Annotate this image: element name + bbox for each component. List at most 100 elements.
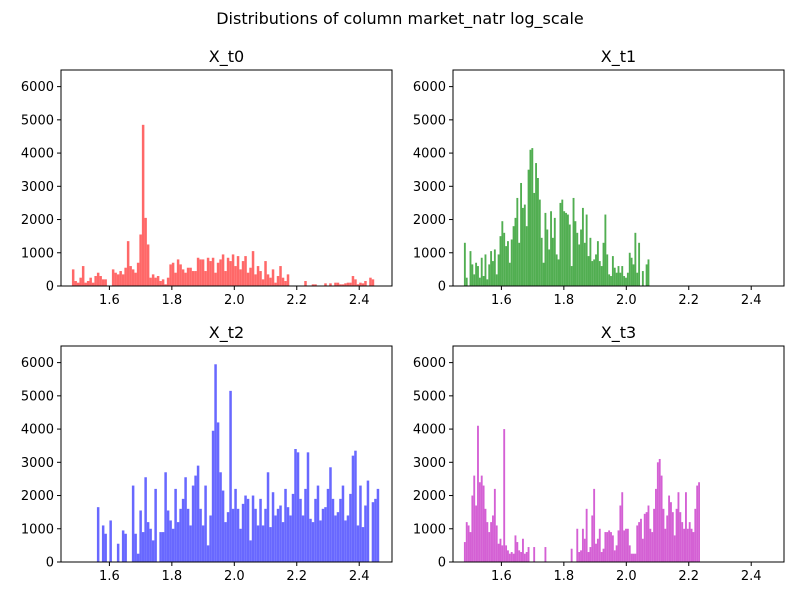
- y-tick-label: 3000: [413, 180, 446, 195]
- histogram-bar: [351, 455, 355, 562]
- histogram-bar: [580, 229, 582, 286]
- histogram-bar: [349, 282, 352, 286]
- histogram-bar: [522, 538, 524, 562]
- y-tick-label: 5000: [21, 113, 54, 128]
- histogram-bar: [289, 515, 292, 562]
- histogram-bar: [493, 488, 496, 562]
- histogram-bar: [499, 538, 502, 562]
- histogram-bar: [356, 284, 360, 286]
- histogram-bar: [540, 237, 543, 286]
- histogram-bar: [304, 488, 307, 562]
- histogram-bar: [129, 266, 132, 286]
- histogram-bar: [600, 266, 603, 286]
- histogram-bar: [174, 272, 177, 286]
- x-tick-label: 2.4: [349, 569, 370, 584]
- histogram-bar: [276, 276, 280, 286]
- histogram-bar: [326, 488, 330, 562]
- histogram-bar: [525, 226, 528, 286]
- histogram-bar: [364, 281, 367, 286]
- histogram-bar: [583, 538, 586, 562]
- histogram-bar: [239, 269, 242, 286]
- histogram-bar: [114, 272, 117, 286]
- histogram-bar: [529, 149, 532, 286]
- histogram-bar: [589, 237, 592, 286]
- histogram-bar: [214, 364, 217, 562]
- histogram-bar: [131, 485, 135, 562]
- histogram-bar: [553, 217, 556, 286]
- histogram-bar: [514, 217, 517, 286]
- axes-frame: [452, 69, 785, 287]
- histogram-bar: [76, 282, 80, 286]
- histogram-bar: [520, 552, 523, 562]
- histogram-bar: [488, 264, 491, 286]
- histogram-bar: [471, 495, 474, 562]
- y-tick-label: 1000: [21, 246, 54, 261]
- histogram-bar: [221, 254, 225, 286]
- histogram-bar: [329, 467, 332, 562]
- histogram-bar: [236, 508, 240, 562]
- histogram-bar: [625, 528, 627, 562]
- histogram-bar: [585, 214, 588, 286]
- histogram-bar: [189, 525, 192, 562]
- x-tick-label: 2.4: [349, 293, 370, 308]
- histogram-bar: [492, 261, 494, 286]
- histogram-bar: [336, 512, 340, 562]
- histogram-bar: [284, 488, 287, 562]
- histogram-bar: [351, 276, 355, 286]
- histogram-bar: [632, 553, 635, 562]
- histogram-bar: [159, 532, 162, 562]
- histogram-bar: [531, 148, 534, 286]
- histogram-bar: [354, 450, 357, 562]
- histogram-bar: [508, 262, 511, 286]
- histogram-bar: [344, 520, 347, 562]
- histogram-bar: [124, 267, 127, 286]
- histogram-bar: [677, 492, 680, 562]
- y-tick-label: 4000: [21, 147, 54, 162]
- histogram-bar: [518, 550, 521, 562]
- x-tick-label: 2.2: [678, 569, 699, 584]
- histogram-bar: [234, 266, 237, 286]
- histogram-bar: [324, 507, 327, 562]
- histogram-bar: [196, 465, 200, 562]
- histogram-bar: [94, 276, 97, 286]
- histogram-bar: [241, 503, 245, 562]
- histogram-bar: [154, 277, 157, 286]
- histogram-bar: [219, 259, 222, 286]
- histogram-bar: [184, 477, 187, 562]
- histogram-bar: [653, 508, 656, 562]
- histogram-bar: [514, 535, 517, 562]
- histogram-bar: [613, 550, 616, 562]
- histogram-bar: [469, 532, 472, 562]
- histogram-bar: [473, 274, 476, 286]
- histogram-bar: [593, 488, 596, 562]
- histogram-bar: [505, 246, 508, 286]
- histogram-bar: [501, 221, 504, 286]
- histogram-bar: [211, 430, 215, 562]
- y-tick-label: 6000: [21, 356, 54, 371]
- histogram-bar: [641, 271, 644, 286]
- histogram-bar: [171, 528, 175, 562]
- histogram-bar: [309, 518, 312, 562]
- subplot-title: X_t0: [209, 47, 244, 67]
- histogram-bar: [595, 543, 597, 562]
- histogram-bar: [201, 259, 205, 286]
- histogram-bar: [186, 267, 190, 286]
- y-tick-label: 2000: [413, 489, 446, 504]
- histogram-bar: [164, 284, 167, 286]
- histogram-bar: [131, 269, 135, 286]
- histogram-bar: [623, 276, 626, 286]
- histogram-bar: [645, 264, 648, 286]
- histogram-bar: [159, 281, 162, 286]
- histogram-bar: [469, 251, 472, 286]
- histogram-bar: [550, 211, 552, 286]
- histogram-bar: [527, 169, 530, 286]
- histogram-bar: [475, 505, 478, 562]
- histogram-bar: [169, 520, 172, 562]
- x-tick-label: 1.8: [162, 569, 183, 584]
- histogram-bar: [647, 259, 650, 286]
- histogram-bar: [224, 271, 227, 286]
- histogram-bar: [595, 254, 597, 286]
- histogram-bar: [121, 530, 125, 562]
- y-tick-label: 6000: [413, 80, 446, 95]
- histogram-bar: [141, 124, 145, 286]
